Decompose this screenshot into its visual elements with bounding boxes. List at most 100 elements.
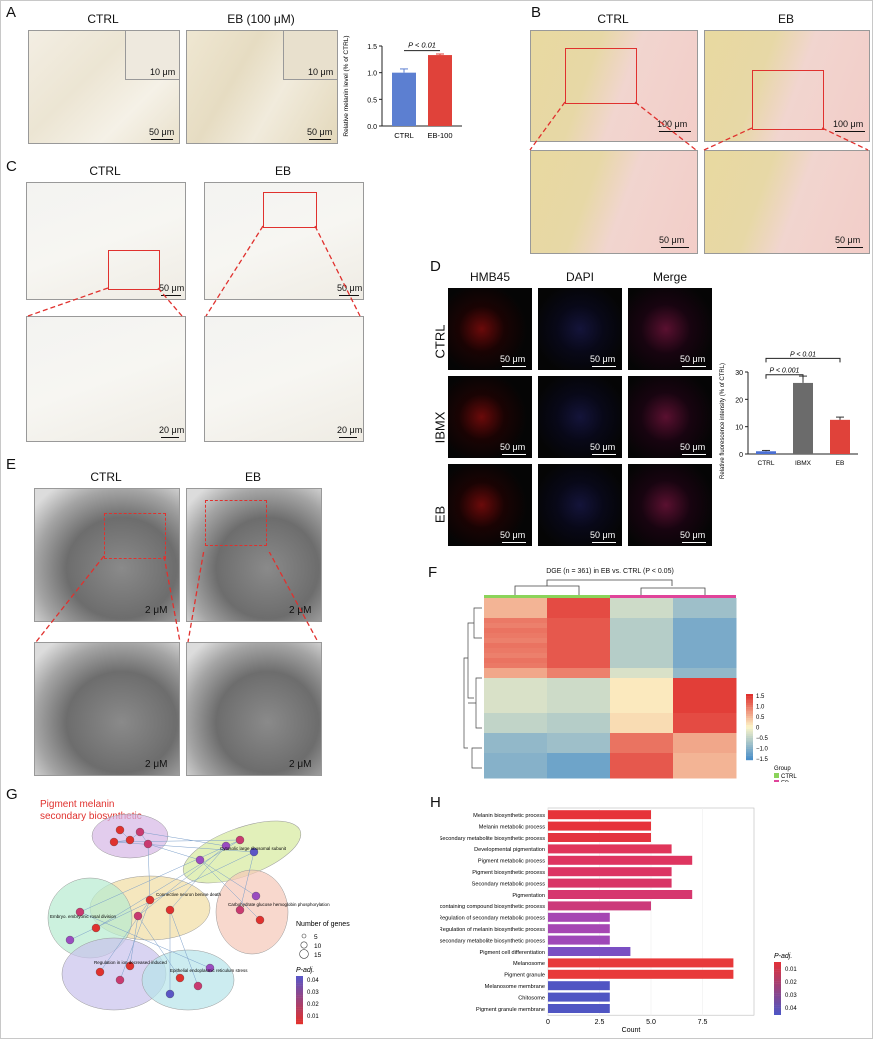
bar <box>548 833 651 842</box>
bar <box>548 1004 610 1013</box>
padj-legend-swatch <box>296 1021 303 1025</box>
y-tick-label: Secondary metabolic process <box>472 881 546 887</box>
network-edge <box>79 839 241 913</box>
heatmap-cell <box>673 658 737 664</box>
y-tick-label: 0.5 <box>367 97 377 104</box>
heatmap-cell <box>484 768 548 774</box>
size-legend-label: 15 <box>314 952 322 959</box>
bar <box>548 901 651 911</box>
network-node <box>235 905 245 915</box>
heatmap-cell <box>610 753 674 759</box>
padj-legend-swatch <box>774 1007 781 1011</box>
padj-legend-tick: 0.02 <box>307 1002 319 1008</box>
panel-b-ctrl-roi <box>565 48 637 104</box>
heatmap-cell <box>484 618 548 624</box>
panel-d-col-hmb45: HMB45 <box>469 270 510 284</box>
bar <box>548 924 610 934</box>
heatmap-cell <box>673 728 737 734</box>
heatmap-cell <box>484 628 548 634</box>
scale-label: 50 μm <box>159 283 185 293</box>
legend-swatch <box>746 742 753 745</box>
heatmap-cell <box>547 693 611 699</box>
panel-d-image: 50 μm <box>448 464 532 546</box>
padj-legend-swatch <box>774 995 781 999</box>
heatmap-cell <box>610 763 674 769</box>
heatmap-cell <box>610 648 674 654</box>
bar <box>548 855 693 865</box>
padj-legend-tick: 0.01 <box>785 967 797 973</box>
padj-legend-swatch <box>296 985 303 989</box>
panel-g-title: Pigment melanin secondary biosynthetic <box>40 799 142 822</box>
panel-b-label: B <box>531 4 542 21</box>
scale-label: 50 μm <box>680 354 706 364</box>
heatmap-cell <box>547 653 611 659</box>
panel-b-zoom-lines <box>529 101 869 151</box>
panel-e-ctrl-title: CTRL <box>90 470 122 484</box>
y-tick-label: Regulation of melanin biosynthetic proce… <box>440 927 545 933</box>
significance-bracket <box>765 357 841 363</box>
network-edge <box>119 899 151 981</box>
heatmap-cell <box>610 768 674 774</box>
bar <box>548 844 672 854</box>
legend-swatch <box>746 733 753 736</box>
cluster-label: Cytosolic large ribosomal subunit <box>220 846 287 851</box>
x-tick-label: CTRL <box>394 131 414 140</box>
panel-g-label: G <box>6 786 18 803</box>
heatmap-cell <box>547 678 611 684</box>
padj-legend-swatch <box>774 978 781 982</box>
legend-tick-label: −1.0 <box>756 747 769 753</box>
heatmap-cell <box>547 608 611 614</box>
padj-legend-swatch <box>774 986 781 989</box>
heatmap-cell <box>547 773 611 779</box>
x-tick-label: 7.5 <box>698 1019 708 1026</box>
heatmap-cell <box>673 773 737 779</box>
scale-bar <box>161 295 181 296</box>
scale-bar <box>502 366 526 367</box>
panel-a-ctrl-inset: 10 μm <box>125 31 179 80</box>
column-dendrogram <box>514 579 706 596</box>
scale-label: 20 μm <box>159 425 185 435</box>
heatmap-cell <box>673 618 737 624</box>
padj-legend-tick: 0.01 <box>307 1014 319 1020</box>
padj-legend-swatch <box>774 983 781 987</box>
y-tick-label: Pigment granule membrane <box>476 1007 545 1013</box>
size-legend-title: Number of genes <box>296 921 350 928</box>
heatmap-cell <box>673 613 737 619</box>
panel-e-eb-image: 2 μM <box>186 488 322 622</box>
heatmap-cell <box>610 628 674 634</box>
scale-bar <box>835 131 865 132</box>
scale-bar <box>837 247 863 248</box>
network-node <box>221 841 231 851</box>
x-axis-label: Count <box>622 1027 641 1034</box>
padj-legend-tick: 0.02 <box>785 980 797 986</box>
heatmap-cell <box>484 703 548 709</box>
padj-legend-swatch <box>774 981 781 984</box>
heatmap-cell <box>547 708 611 714</box>
scale-bar <box>161 437 179 438</box>
heatmap-cell <box>673 633 737 639</box>
scale-label: 50 μm <box>835 235 861 245</box>
panel-c-ctrl-title: CTRL <box>89 164 121 178</box>
scale-bar <box>592 542 616 543</box>
heatmap-cell <box>673 698 737 704</box>
heatmap-cell <box>673 763 737 769</box>
network-node <box>95 967 105 977</box>
heatmap-cell <box>610 673 674 679</box>
heatmap-cell <box>547 703 611 709</box>
padj-legend-swatch <box>296 995 303 998</box>
scale-label: 100 μm <box>833 119 864 129</box>
heatmap-cell <box>484 673 548 679</box>
heatmap-cell <box>484 603 548 609</box>
heatmap-cell <box>673 738 737 744</box>
padj-legend-swatch <box>296 1016 303 1020</box>
padj-legend-tick: 0.04 <box>307 978 319 984</box>
heatmap-cell <box>610 693 674 699</box>
heatmap-cell <box>673 708 737 714</box>
heatmap-cell <box>673 748 737 754</box>
legend-swatch <box>746 718 753 721</box>
size-legend-label: 10 <box>314 943 322 950</box>
padj-legend-swatch <box>774 976 781 979</box>
padj-legend-swatch <box>774 974 781 977</box>
bar <box>428 55 452 126</box>
heatmap-cell <box>610 613 674 619</box>
